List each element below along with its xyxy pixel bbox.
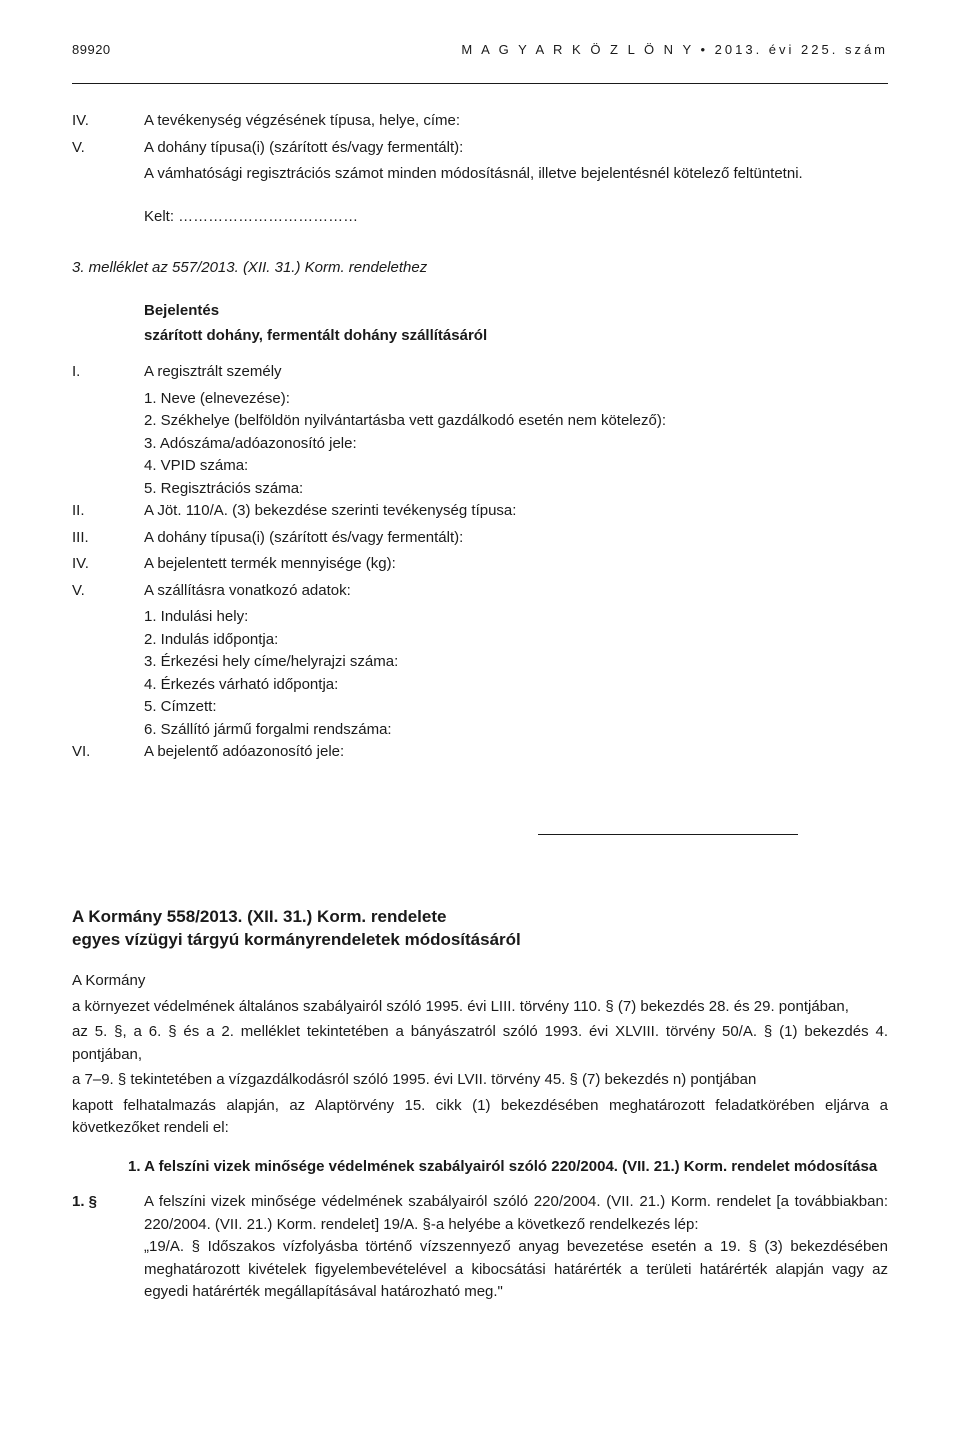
section-v-line2: A vámhatósági regisztrációs számot minde… bbox=[144, 163, 888, 186]
list-iii: III. A dohány típusa(i) (szárított és/va… bbox=[72, 527, 888, 550]
section-text: A dohány típusa(i) (szárított és/vagy fe… bbox=[144, 527, 888, 550]
section-v: V. A dohány típusa(i) (szárított és/vagy… bbox=[72, 137, 888, 160]
section-text: A tevékenység végzésének típusa, helye, … bbox=[144, 110, 888, 133]
body-line: A Kormány bbox=[72, 970, 888, 993]
heading-szaritott: szárított dohány, fermentált dohány szál… bbox=[144, 325, 888, 347]
roman-numeral: V. bbox=[72, 137, 144, 160]
section-text: A bejelentett termék mennyisége (kg): bbox=[144, 553, 888, 576]
list-item: 5. Címzett: bbox=[144, 696, 888, 719]
body-line: „19/A. § Időszakos vízfolyásba történő v… bbox=[144, 1236, 888, 1304]
decree-title-line2: egyes vízügyi tárgyú kormányrendeletek m… bbox=[72, 930, 521, 949]
list-vi: VI. A bejelentő adóazonosító jele: bbox=[72, 741, 888, 764]
decree-body: A Kormány a környezet védelmének általán… bbox=[72, 970, 888, 1140]
list-item: 3. Érkezési hely címe/helyrajzi száma: bbox=[144, 651, 888, 674]
section-text: A dohány típusa(i) (szárított és/vagy fe… bbox=[144, 137, 888, 160]
roman-numeral: V. bbox=[72, 580, 144, 603]
list-item: 4. Érkezés várható időpontja: bbox=[144, 674, 888, 697]
header-rule bbox=[72, 83, 888, 84]
roman-numeral: IV. bbox=[72, 110, 144, 133]
body-line: kapott felhatalmazás alapján, az Alaptör… bbox=[72, 1095, 888, 1140]
signature-line bbox=[538, 834, 798, 835]
list-ii: II. A Jöt. 110/A. (3) bekezdése szerinti… bbox=[72, 500, 888, 523]
page-header: 89920 M A G Y A R K Ö Z L Ö N Y • 2013. … bbox=[72, 42, 888, 61]
para-number: 1. § bbox=[72, 1191, 144, 1304]
section-text: A szállításra vonatkozó adatok: bbox=[144, 580, 888, 603]
body-line: A felszíni vizek minősége védelmének sza… bbox=[144, 1191, 888, 1236]
decree-subheading: 1. A felszíni vizek minősége védelmének … bbox=[128, 1156, 888, 1178]
list-item: 1. Neve (elnevezése): bbox=[144, 388, 888, 411]
list-item: 1. Indulási hely: bbox=[144, 606, 888, 629]
list-item: 3. Adószáma/adóazonosító jele: bbox=[144, 433, 888, 456]
paragraph-1: 1. § A felszíni vizek minősége védelméne… bbox=[72, 1191, 888, 1304]
roman-numeral: I. bbox=[72, 361, 144, 384]
roman-numeral: II. bbox=[72, 500, 144, 523]
journal-title: M A G Y A R K Ö Z L Ö N Y • 2013. évi 22… bbox=[461, 42, 888, 57]
annex-title: 3. melléklet az 557/2013. (XII. 31.) Kor… bbox=[72, 259, 888, 276]
decree-title: A Kormány 558/2013. (XII. 31.) Korm. ren… bbox=[72, 905, 888, 953]
section-text: A Jöt. 110/A. (3) bekezdése szerinti tev… bbox=[144, 500, 888, 523]
kelt-line: Kelt: ……………………………… bbox=[144, 208, 888, 225]
roman-numeral: VI. bbox=[72, 741, 144, 764]
list-item: 6. Szállító jármű forgalmi rendszáma: bbox=[144, 719, 888, 742]
list-item: 5. Regisztrációs száma: bbox=[144, 478, 888, 501]
body-line: az 5. §, a 6. § és a 2. melléklet tekint… bbox=[72, 1021, 888, 1066]
section-text: A bejelentő adóazonosító jele: bbox=[144, 741, 888, 764]
page-number: 89920 bbox=[72, 42, 111, 57]
heading-bejelentes: Bejelentés bbox=[144, 300, 888, 322]
section-iv: IV. A tevékenység végzésének típusa, hel… bbox=[72, 110, 888, 133]
list-iv: IV. A bejelentett termék mennyisége (kg)… bbox=[72, 553, 888, 576]
body-line: a 7–9. § tekintetében a vízgazdálkodásró… bbox=[72, 1069, 888, 1092]
list-item: 4. VPID száma: bbox=[144, 455, 888, 478]
body-line: A vámhatósági regisztrációs számot minde… bbox=[144, 163, 888, 186]
roman-numeral: IV. bbox=[72, 553, 144, 576]
list-i: I. A regisztrált személy bbox=[72, 361, 888, 384]
list-item: 2. Indulás időpontja: bbox=[144, 629, 888, 652]
decree-title-line1: A Kormány 558/2013. (XII. 31.) Korm. ren… bbox=[72, 907, 446, 926]
body-line: a környezet védelmének általános szabály… bbox=[72, 996, 888, 1019]
roman-numeral: III. bbox=[72, 527, 144, 550]
section-text: A regisztrált személy bbox=[144, 361, 888, 384]
list-item: 2. Székhelye (belföldön nyilvántartásba … bbox=[144, 410, 888, 433]
list-v: V. A szállításra vonatkozó adatok: bbox=[72, 580, 888, 603]
